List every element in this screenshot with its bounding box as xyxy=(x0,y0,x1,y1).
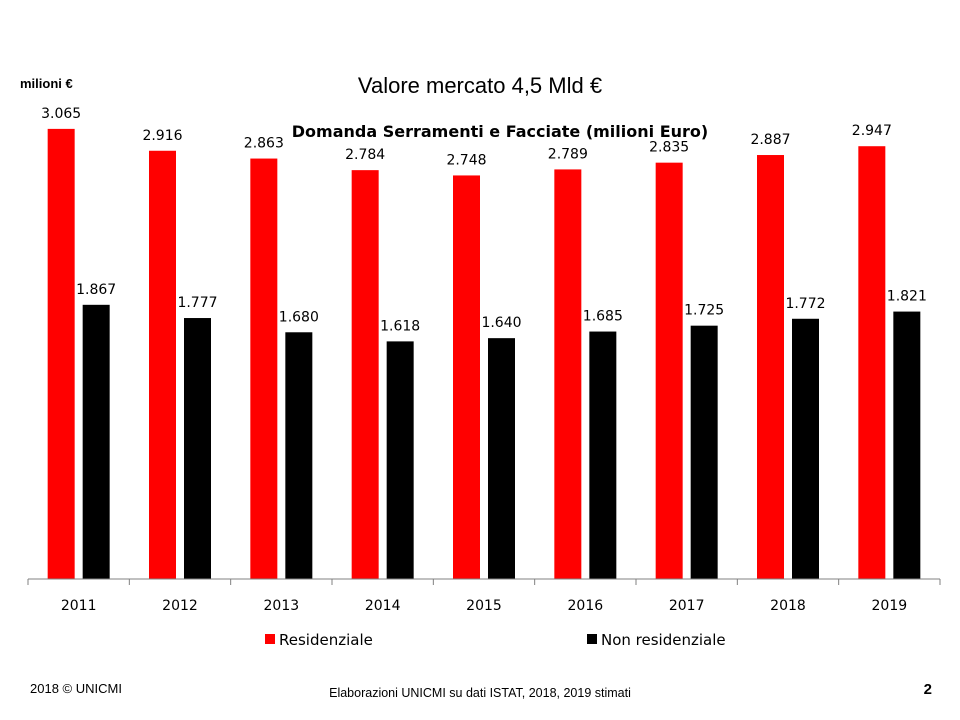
slide-headline: Valore mercato 4,5 Mld € xyxy=(357,73,603,98)
page-number: 2 xyxy=(923,681,932,698)
data-label: 2.748 xyxy=(446,152,486,168)
data-label: 2.784 xyxy=(345,147,385,163)
bar-residenziale-2017 xyxy=(655,162,683,579)
bar-non-residenziale-2016 xyxy=(589,331,617,579)
x-tick-label: 2015 xyxy=(466,598,502,614)
footer-source: Elaborazioni UNICMI su dati ISTAT, 2018,… xyxy=(329,686,631,700)
chart-title: Domanda Serramenti e Facciate (milioni E… xyxy=(292,122,708,141)
x-tick-label: 2016 xyxy=(568,598,604,614)
data-label: 2.947 xyxy=(852,123,892,139)
data-label: 1.680 xyxy=(279,309,319,325)
bar-non-residenziale-2013 xyxy=(285,332,313,579)
x-tick-label: 2013 xyxy=(264,598,300,614)
bar-residenziale-2018 xyxy=(757,155,784,579)
x-tick-label: 2019 xyxy=(872,598,908,614)
data-label: 1.618 xyxy=(380,318,420,334)
x-axis-ticks: 2011 2012 2013 2014 2015 2016 2017 2018 2019 xyxy=(27,579,941,614)
x-tick-label: 2012 xyxy=(162,598,198,614)
bar-non-residenziale-2019 xyxy=(893,311,921,579)
data-label: 2.863 xyxy=(244,136,284,152)
bar-residenziale-2016 xyxy=(554,169,582,579)
data-label: 2.835 xyxy=(649,140,689,156)
bar-residenziale-2014 xyxy=(351,170,379,579)
x-tick-label: 2011 xyxy=(61,598,97,614)
data-label: 1.821 xyxy=(887,289,927,305)
legend-label: Residenziale xyxy=(279,631,373,649)
bar-residenziale-2011 xyxy=(47,128,75,579)
bar-non-residenziale-2011 xyxy=(82,304,110,579)
data-label: 2.887 xyxy=(750,132,790,148)
bar-residenziale-2015 xyxy=(453,175,480,579)
x-tick-label: 2018 xyxy=(770,598,806,614)
legend-swatch xyxy=(265,634,275,644)
bar-non-residenziale-2017 xyxy=(690,325,718,579)
bar-non-residenziale-2015 xyxy=(488,338,515,579)
bar-residenziale-2019 xyxy=(858,146,886,579)
x-tick-label: 2014 xyxy=(365,598,401,614)
data-label: 1.867 xyxy=(76,282,116,298)
data-label: 1.725 xyxy=(684,303,724,319)
footer-copyright: 2018 © UNICMI xyxy=(30,681,122,696)
data-label: 3.065 xyxy=(41,106,81,122)
legend-swatch xyxy=(587,634,597,644)
data-labels-group: 3.065 1.867 2.916 1.777 2.863 1.680 2.784 1.618… xyxy=(41,106,927,335)
bar-residenziale-2012 xyxy=(149,150,176,579)
bars-group xyxy=(47,128,921,579)
data-label: 1.640 xyxy=(481,315,521,331)
unit-label: milioni € xyxy=(20,76,73,91)
bar-non-residenziale-2012 xyxy=(184,318,211,579)
data-label: 2.789 xyxy=(548,146,588,162)
x-tick-label: 2017 xyxy=(669,598,705,614)
data-label: 1.772 xyxy=(785,296,825,312)
bar-non-residenziale-2014 xyxy=(386,341,414,579)
legend: Residenziale Non residenziale xyxy=(265,631,726,649)
bar-non-residenziale-2018 xyxy=(792,318,819,579)
data-label: 1.685 xyxy=(583,309,623,325)
data-label: 2.916 xyxy=(142,128,182,144)
legend-label: Non residenziale xyxy=(601,631,726,649)
data-label: 1.777 xyxy=(177,295,217,311)
bar-residenziale-2013 xyxy=(250,158,278,579)
